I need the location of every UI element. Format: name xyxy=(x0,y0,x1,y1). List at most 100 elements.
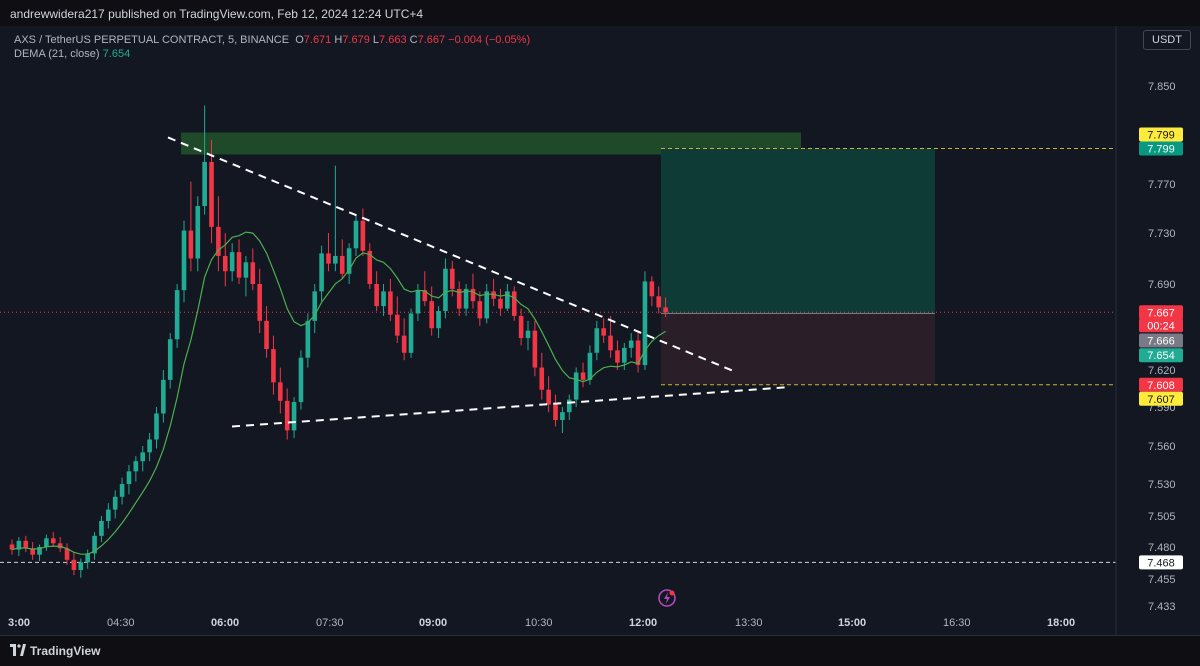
time-tick-label: 18:00 xyxy=(1047,617,1075,629)
candle-body xyxy=(305,320,311,358)
currency-button[interactable]: USDT xyxy=(1143,30,1191,50)
candle-body xyxy=(622,347,627,363)
candle-body xyxy=(174,290,180,340)
descending-trendline xyxy=(167,136,738,374)
candle-body xyxy=(250,262,256,284)
candle-body xyxy=(209,161,214,227)
price-tick-label: 7.560 xyxy=(1148,441,1176,453)
candle-body xyxy=(278,382,283,401)
publication-bar: andrewwidera217 published on TradingView… xyxy=(0,0,1200,26)
candle-body xyxy=(608,335,613,351)
price-tick-label: 7.455 xyxy=(1148,574,1176,586)
stop-price-label-low: 7.607 xyxy=(1147,394,1175,406)
candle-body xyxy=(642,281,648,366)
flash-icon[interactable] xyxy=(657,588,677,608)
candle-body xyxy=(140,452,146,462)
candle-body xyxy=(601,328,606,336)
price-tick-label: 7.480 xyxy=(1148,542,1176,554)
candle-body xyxy=(44,538,49,547)
tradingview-logo-icon[interactable] xyxy=(10,644,26,656)
brand-name[interactable]: TradingView xyxy=(30,644,101,658)
time-tick-label: 3:00 xyxy=(8,617,30,629)
candle-body xyxy=(394,314,400,336)
indicator-name[interactable]: DEMA (21, close) xyxy=(14,48,100,60)
time-tick-label: 04:30 xyxy=(107,617,135,629)
candle-body xyxy=(628,340,634,348)
bar-countdown-label-bg xyxy=(1139,318,1183,333)
candle-body xyxy=(429,301,434,329)
chart-legend: AXS / TetherUS PERPETUAL CONTRACT, 5, BI… xyxy=(14,33,530,61)
loss-zone xyxy=(661,313,935,385)
candle-body xyxy=(498,298,503,309)
candle-body xyxy=(271,349,276,383)
candle-body xyxy=(319,253,324,292)
time-tick-label: 06:00 xyxy=(211,617,239,629)
ascending-trendline xyxy=(231,386,788,428)
candle-body xyxy=(85,553,90,563)
candle-body xyxy=(30,548,35,555)
dema-price-label: 7.654 xyxy=(1147,350,1175,362)
candle-body xyxy=(154,413,159,440)
profit-zone xyxy=(661,148,935,314)
stop-price-label: 7.608 xyxy=(1147,380,1175,392)
resistance-zone xyxy=(181,132,801,155)
time-tick-label: 10:30 xyxy=(525,617,553,629)
candle-body xyxy=(216,226,221,256)
entry-price-label: 7.666 xyxy=(1147,335,1175,347)
candle-body xyxy=(518,315,524,339)
high-label: H xyxy=(334,34,343,46)
candle-body xyxy=(553,404,558,420)
symbol-title[interactable]: AXS / TetherUS PERPETUAL CONTRACT, 5, BI… xyxy=(14,34,290,46)
candle-body xyxy=(106,509,111,521)
dema-price-label-bg xyxy=(1139,348,1183,363)
candle-body xyxy=(339,255,345,274)
candle-body xyxy=(635,340,641,366)
bar-countdown-label: 00:24 xyxy=(1147,320,1175,332)
candle-body xyxy=(133,461,139,472)
candle-body xyxy=(333,255,338,264)
publication-text: andrewwidera217 published on TradingView… xyxy=(10,7,424,21)
candle-body xyxy=(326,253,331,264)
stop-price-label-bg xyxy=(1139,377,1183,392)
target-price-label: 7.799 xyxy=(1147,143,1175,155)
candle-body xyxy=(436,311,441,329)
time-tick-label: 13:30 xyxy=(735,617,763,629)
price-tick-label: 7.530 xyxy=(1148,479,1176,491)
last-price-label-bg xyxy=(1139,305,1183,320)
chart-canvas[interactable]: 7.850 7.770 7.730 7.690 7.620 7.560 7.530 7.505… xyxy=(0,26,1200,635)
candle-body xyxy=(229,252,235,272)
candle-body xyxy=(388,291,393,315)
price-tick-label: 7.730 xyxy=(1148,228,1176,240)
candle-body xyxy=(573,372,579,400)
candle-body xyxy=(264,320,269,350)
time-tick-label: 15:00 xyxy=(838,617,866,629)
dema-line xyxy=(11,231,666,555)
time-tick-label: 16:30 xyxy=(943,617,971,629)
candle-body xyxy=(491,291,496,299)
candle-body xyxy=(167,339,173,380)
candle-body xyxy=(422,290,428,302)
low-value: 7.663 xyxy=(379,34,407,46)
candle-body xyxy=(484,291,490,319)
candle-body xyxy=(656,296,662,308)
candle-body xyxy=(243,262,249,278)
open-value: 7.671 xyxy=(303,34,332,46)
candle-body xyxy=(401,335,407,353)
candle-body xyxy=(92,535,97,554)
footer-bar: TradingView xyxy=(0,635,1200,666)
candle-body xyxy=(587,352,593,380)
candle-body xyxy=(222,255,228,272)
candle-body xyxy=(291,402,297,431)
candle-body xyxy=(408,313,414,353)
candle-body xyxy=(99,520,104,536)
chart-area[interactable]: 7.850 7.770 7.730 7.690 7.620 7.560 7.530 7.505… xyxy=(0,26,1200,635)
candle-body xyxy=(663,307,668,313)
price-tick-label: 7.690 xyxy=(1148,279,1176,291)
entry-price-label-bg xyxy=(1139,333,1183,348)
change-value: −0.004 (−0.05%) xyxy=(448,34,531,46)
price-tick-label: 7.433 xyxy=(1148,601,1176,613)
candle-body xyxy=(236,252,242,278)
candle-body xyxy=(470,288,476,302)
target-price-label-top: 7.799 xyxy=(1147,129,1175,141)
candle-body xyxy=(477,301,483,319)
